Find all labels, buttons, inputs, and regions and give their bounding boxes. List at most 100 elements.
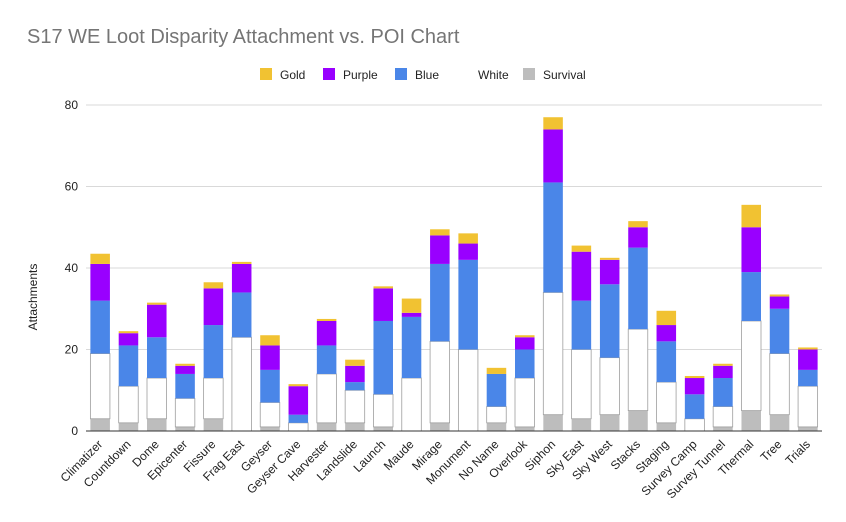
- bar-segment-blue: [288, 414, 309, 423]
- bar-segment-blue: [175, 373, 195, 399]
- bar-segment-blue: [628, 247, 648, 330]
- bar-segment-survival: [345, 422, 365, 431]
- bar-segment-purple: [628, 227, 648, 248]
- bar-segment-blue: [373, 320, 393, 395]
- bar-segment-purple: [515, 337, 535, 350]
- bar-segment-gold: [260, 335, 280, 346]
- bar-segment-purple: [118, 333, 139, 346]
- bars: [89, 117, 819, 432]
- bar-segment-survival: [599, 414, 620, 431]
- bar-segment-survival: [118, 422, 139, 431]
- bar-segment-purple: [543, 129, 563, 183]
- bar-segment-purple: [769, 296, 790, 309]
- bar-segment-white: [429, 340, 451, 424]
- bar-segment-white: [514, 377, 535, 428]
- bar-segment-gold: [599, 257, 620, 260]
- x-tick-label: Launch: [351, 437, 389, 475]
- bar-segment-purple: [175, 365, 195, 374]
- bar-segment-purple: [260, 345, 280, 370]
- bar-segment-blue: [486, 373, 507, 407]
- bar-segment-purple: [430, 235, 450, 264]
- bar-segment-survival: [316, 422, 337, 431]
- bar-segment-gold: [90, 253, 110, 264]
- y-axis-title: Attachments: [26, 264, 40, 331]
- bar-segment-white: [486, 406, 507, 424]
- bar-segment-purple: [713, 365, 733, 379]
- bar-segment-purple: [656, 325, 677, 342]
- legend: Gold Purple Blue White Survival: [260, 68, 586, 82]
- bar-segment-white: [571, 349, 592, 420]
- bar-segment-blue: [684, 394, 705, 419]
- bar-segment-blue: [90, 300, 110, 354]
- bar-segment-white: [146, 377, 167, 420]
- bar-segment-gold: [458, 233, 478, 244]
- bar-segment-blue: [260, 369, 280, 403]
- bar-segment-survival: [741, 410, 761, 431]
- bar-segment-white: [373, 393, 394, 428]
- bar-segment-gold: [345, 359, 365, 366]
- bar-segment-purple: [345, 365, 365, 383]
- bar-segment-gold: [430, 229, 450, 236]
- bar-segment-gold: [288, 384, 309, 387]
- legend-label-gold: Gold: [280, 68, 305, 82]
- legend-label-white: White: [478, 68, 509, 82]
- bar-segment-purple: [231, 263, 252, 293]
- y-tick-label: 0: [71, 424, 78, 438]
- bar-segment-white: [401, 377, 422, 432]
- bar-segment-gold: [486, 367, 507, 374]
- bar-segment-gold: [543, 117, 563, 130]
- bar-segment-survival: [203, 418, 224, 431]
- bar-segment-gold: [628, 221, 648, 228]
- gridlines: [86, 104, 822, 432]
- legend-label-blue: Blue: [415, 68, 439, 82]
- bar-segment-survival: [515, 426, 535, 431]
- bar-segment-gold: [769, 294, 790, 297]
- bar-segment-blue: [458, 259, 478, 350]
- bar-segment-white: [627, 328, 649, 412]
- bar-segment-gold: [118, 331, 139, 334]
- bar-segment-survival: [147, 418, 167, 431]
- bar-segment-white: [259, 402, 281, 428]
- x-tick-label: Trials: [783, 437, 813, 467]
- legend-swatch-purple: [323, 68, 335, 80]
- bar-segment-gold: [571, 245, 592, 252]
- bar-segment-gold: [316, 318, 337, 321]
- bar-segment-gold: [373, 286, 393, 289]
- bar-segment-purple: [684, 378, 705, 395]
- bar-segment-gold: [656, 310, 677, 326]
- y-tick-label: 80: [65, 98, 79, 112]
- bar-segment-purple: [316, 320, 337, 346]
- chart-title: S17 WE Loot Disparity Attachment vs. POI…: [27, 26, 460, 48]
- bar-segment-white: [741, 320, 762, 412]
- bar-segment-gold: [147, 302, 167, 305]
- legend-swatch-survival: [523, 68, 535, 80]
- bar-segment-blue: [430, 263, 450, 342]
- bar-segment-blue: [741, 272, 761, 321]
- bar-segment-gold: [231, 261, 252, 264]
- bar-segment-purple: [90, 263, 110, 301]
- bar-segment-blue: [769, 308, 790, 354]
- y-tick-label: 40: [65, 261, 79, 275]
- bar-segment-survival: [656, 422, 677, 431]
- bar-segment-white: [288, 422, 309, 432]
- bar-segment-white: [203, 377, 224, 420]
- x-tick-label: Maude: [381, 437, 417, 473]
- legend-swatch-gold: [260, 68, 272, 80]
- bar-segment-white: [316, 373, 337, 424]
- bar-segment-blue: [713, 378, 733, 407]
- bar-segment-white: [797, 385, 819, 428]
- bar-segment-white: [174, 397, 196, 428]
- bar-segment-survival: [713, 426, 733, 431]
- bar-segment-gold: [175, 363, 195, 366]
- legend-swatch-blue: [395, 68, 407, 80]
- bar-segment-blue: [401, 316, 422, 379]
- bar-segment-survival: [175, 426, 195, 431]
- bar-segment-purple: [599, 259, 620, 285]
- bar-segment-blue: [231, 292, 252, 338]
- bar-segment-purple: [203, 288, 224, 326]
- legend-label-purple: Purple: [343, 68, 378, 82]
- bar-segment-survival: [769, 414, 790, 431]
- legend-swatch-white: [458, 68, 470, 80]
- bar-segment-blue: [147, 337, 167, 379]
